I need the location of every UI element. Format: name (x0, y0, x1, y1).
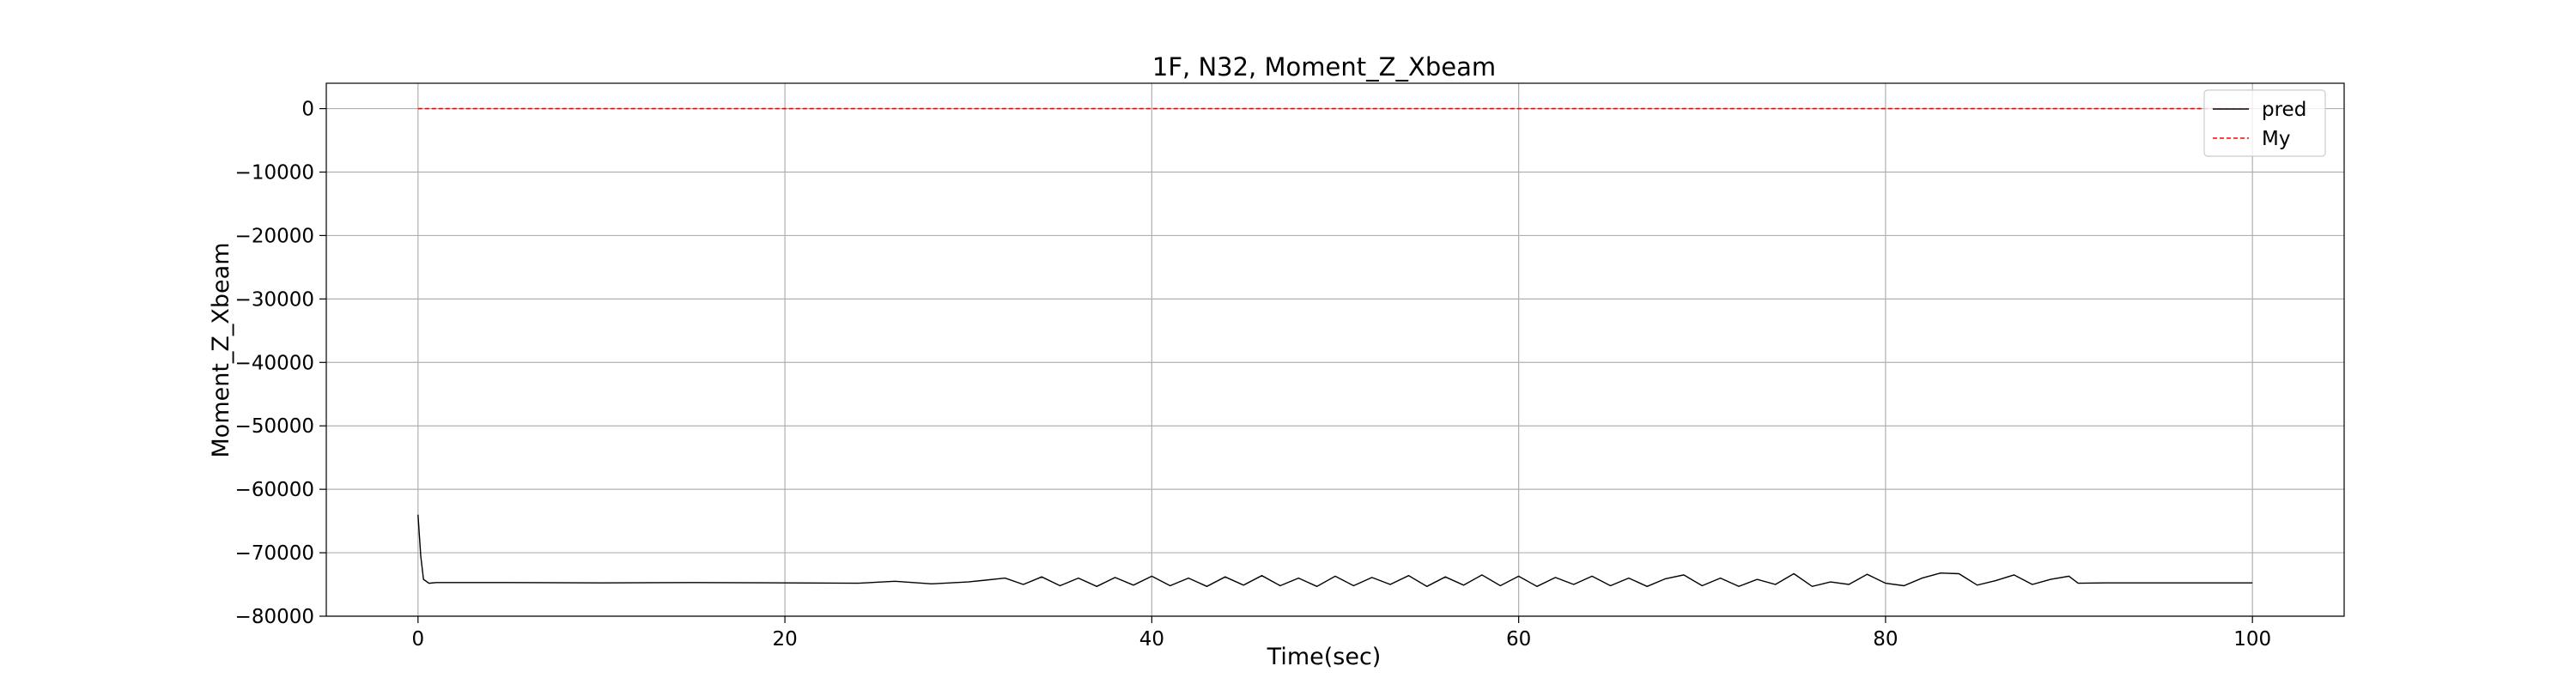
grid-lines (326, 83, 2344, 617)
axis-ticks: 0 20 40 60 80 100 0 −10000 −20000 −30000 −40000 −50… (235, 99, 2272, 651)
legend-label-pred: pred (2262, 99, 2306, 121)
x-tick-label: 60 (1506, 628, 1531, 651)
plot-area-frame (325, 82, 2345, 617)
series-lines (417, 107, 2253, 588)
x-tick-label: 100 (2233, 628, 2271, 651)
x-tick-label: 20 (772, 628, 797, 651)
x-axis-label: Time(sec) (1267, 644, 1382, 670)
x-tick-label: 40 (1139, 628, 1164, 651)
x-tick-label: 80 (1873, 628, 1898, 651)
legend-box (2203, 89, 2326, 157)
x-tick-label: 0 (411, 628, 424, 651)
y-tick-label: −80000 (235, 606, 314, 628)
y-tick-label: −50000 (235, 415, 314, 438)
series-line-pred (417, 514, 2253, 588)
y-tick-label: −30000 (235, 288, 314, 311)
y-tick-label: −40000 (235, 352, 314, 374)
y-axis-label: Moment_Z_Xbeam (208, 242, 234, 457)
y-tick-label: −10000 (235, 162, 314, 185)
legend-label-my: My (2262, 128, 2290, 150)
chart-title: 1F, N32, Moment_Z_Xbeam (1152, 52, 1496, 82)
y-tick-label: −60000 (235, 479, 314, 501)
legend: pred My (2203, 89, 2326, 157)
y-tick-label: −20000 (235, 225, 314, 247)
y-tick-label: −70000 (235, 542, 314, 565)
y-tick-label: 0 (301, 99, 314, 121)
